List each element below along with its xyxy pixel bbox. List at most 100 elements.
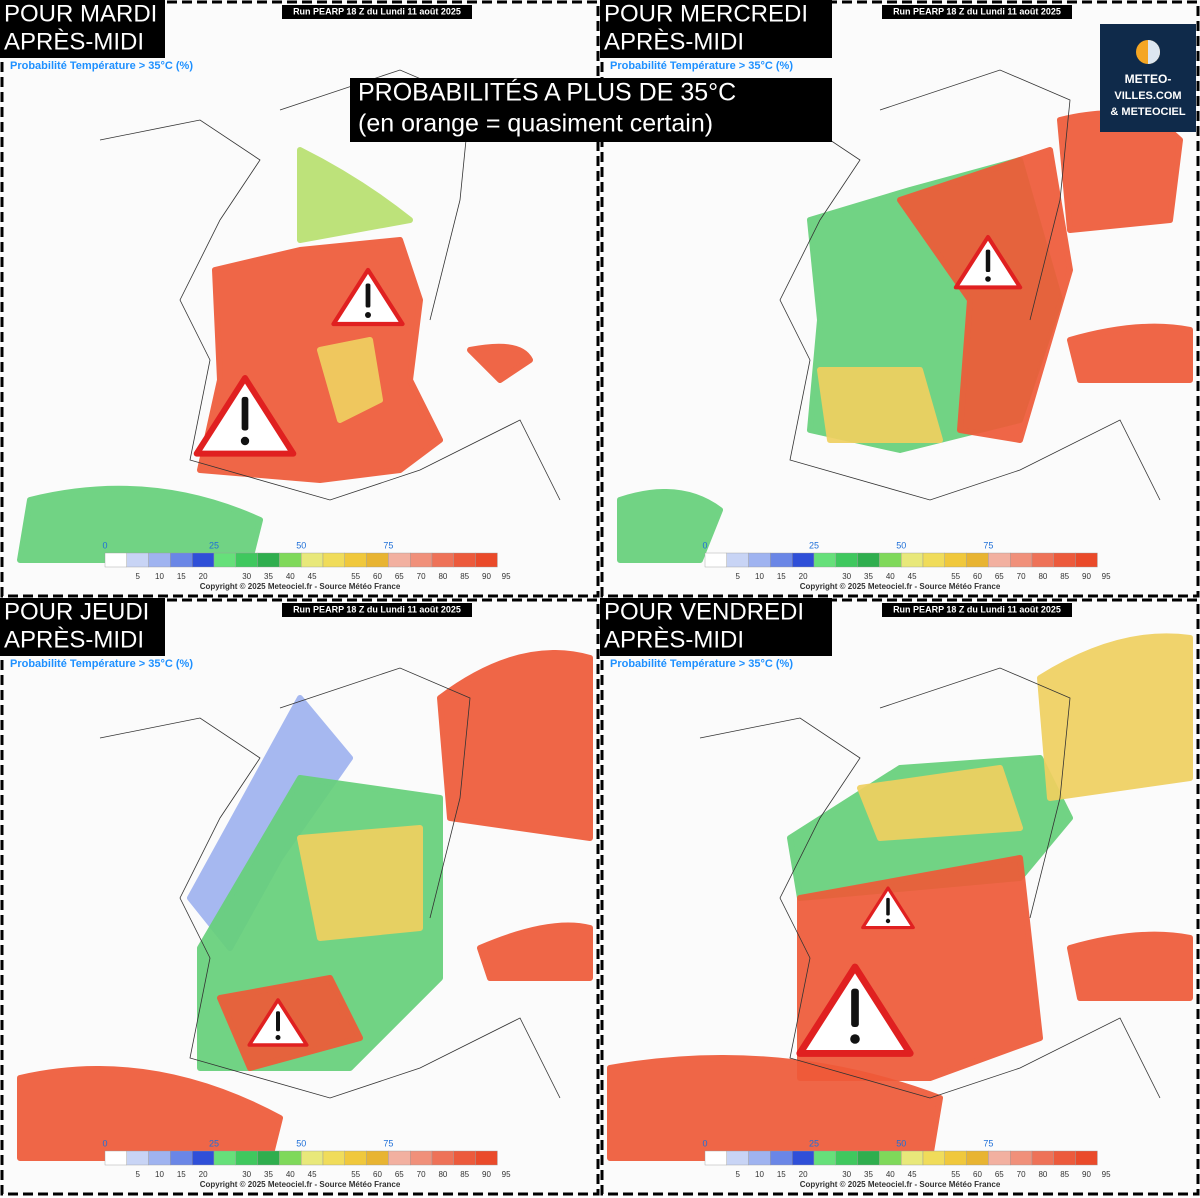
run-label: Run PEARP 18 Z du Lundi 11 août 2025 bbox=[893, 604, 1061, 614]
scale-major-label: 75 bbox=[983, 1138, 993, 1148]
colorbar-cell bbox=[322, 552, 345, 568]
scale-minor-label: 20 bbox=[799, 572, 808, 581]
colorbar-cell bbox=[770, 1150, 793, 1166]
colorbar-cell bbox=[813, 1150, 836, 1166]
colorbar-cell bbox=[1010, 552, 1033, 568]
colorbar-cell bbox=[879, 1150, 902, 1166]
scale-minor-label: 70 bbox=[1017, 1170, 1026, 1179]
colorbar-cell bbox=[901, 1150, 924, 1166]
scale-minor-label: 60 bbox=[373, 572, 382, 581]
colorbar-cell bbox=[453, 1150, 476, 1166]
scale-minor-label: 5 bbox=[735, 1170, 740, 1179]
scale-minor-label: 35 bbox=[264, 572, 273, 581]
scale-minor-label: 95 bbox=[502, 1170, 511, 1179]
scale-minor-label: 60 bbox=[973, 572, 982, 581]
warning-icon bbox=[796, 963, 914, 1057]
legend-title: Probabilité Température > 35°C (%) bbox=[10, 658, 193, 670]
colorbar-cell bbox=[988, 1150, 1011, 1166]
scale-major-label: 25 bbox=[209, 540, 219, 550]
colorbar-cell bbox=[944, 1150, 967, 1166]
scale-minor-label: 15 bbox=[177, 1170, 186, 1179]
run-label-box bbox=[282, 603, 472, 617]
scale-minor-label: 80 bbox=[1038, 572, 1047, 581]
scale-minor-label: 10 bbox=[755, 572, 764, 581]
logo-icon bbox=[1148, 40, 1160, 64]
scale-minor-label: 5 bbox=[135, 1170, 140, 1179]
scale-major-label: 0 bbox=[102, 1138, 107, 1148]
colorbar-cell bbox=[279, 1150, 302, 1166]
colorbar-cell bbox=[1053, 552, 1076, 568]
run-label: Run PEARP 18 Z du Lundi 11 août 2025 bbox=[293, 6, 461, 16]
colorbar-cell bbox=[901, 552, 924, 568]
scale-minor-label: 15 bbox=[777, 1170, 786, 1179]
colorbar-cell bbox=[813, 552, 836, 568]
map-panel: Run PEARP 18 Z du Lundi 11 août 2025 POUR… bbox=[600, 598, 1200, 1196]
colorbar-cell bbox=[966, 1150, 989, 1166]
warning-icon bbox=[331, 267, 405, 327]
scale-minor-label: 40 bbox=[886, 1170, 895, 1179]
colorbar-cell bbox=[704, 1150, 727, 1166]
scale-minor-label: 90 bbox=[1082, 572, 1091, 581]
colorbar-cell bbox=[388, 552, 411, 568]
day-label-box bbox=[0, 598, 165, 656]
scale-minor-label: 85 bbox=[460, 572, 469, 581]
scale-minor-label: 90 bbox=[482, 1170, 491, 1179]
colorbar-cell bbox=[148, 1150, 171, 1166]
probability-area bbox=[317, 337, 383, 423]
warning-mark bbox=[241, 396, 249, 431]
panel-border bbox=[0, 0, 600, 598]
colorbar-cell bbox=[366, 552, 389, 568]
colorbar-cell bbox=[148, 552, 171, 568]
scale-minor-label: 90 bbox=[1082, 1170, 1091, 1179]
day-label: POUR MARDI bbox=[4, 0, 157, 27]
colorbar-cell bbox=[857, 552, 880, 568]
copyright: Copyright © 2025 Meteociel.fr - Source M… bbox=[800, 1180, 1001, 1189]
colorbar-cell bbox=[748, 552, 771, 568]
colorbar-cell bbox=[791, 1150, 815, 1166]
scale-major-label: 25 bbox=[809, 540, 819, 550]
coastline bbox=[99, 667, 561, 1099]
warning-mark bbox=[886, 897, 890, 916]
warning-icon bbox=[861, 886, 915, 930]
colorbar-cell bbox=[322, 1150, 345, 1166]
colorbar-cell bbox=[104, 552, 127, 568]
colorbar-cell bbox=[1010, 1150, 1033, 1166]
scale-major-label: 0 bbox=[702, 1138, 707, 1148]
scale-minor-label: 55 bbox=[351, 572, 360, 581]
scale-minor-label: 60 bbox=[973, 1170, 982, 1179]
colorbar-cell bbox=[104, 1150, 127, 1166]
probability-area bbox=[617, 489, 723, 563]
warning-dot bbox=[985, 276, 991, 282]
probability-area bbox=[17, 485, 263, 563]
scale-minor-label: 40 bbox=[886, 572, 895, 581]
colorbar-cell bbox=[301, 1150, 324, 1166]
warning-dot bbox=[365, 312, 371, 318]
scale-major-label: 0 bbox=[702, 540, 707, 550]
scale-minor-label: 65 bbox=[395, 1170, 404, 1179]
run-label: Run PEARP 18 Z du Lundi 11 août 2025 bbox=[293, 604, 461, 614]
panel-border bbox=[600, 598, 1200, 1196]
colorbar-cell bbox=[922, 552, 945, 568]
colorbar-cell bbox=[366, 1150, 389, 1166]
warning-dot bbox=[275, 1035, 281, 1040]
scale-minor-label: 35 bbox=[864, 1170, 873, 1179]
scale-minor-label: 80 bbox=[1038, 1170, 1047, 1179]
colorbar-cell bbox=[170, 1150, 193, 1166]
day-label: POUR JEUDI bbox=[4, 598, 149, 625]
scale-minor-label: 45 bbox=[308, 572, 317, 581]
run-label-box bbox=[282, 5, 472, 19]
scale-minor-label: 70 bbox=[417, 1170, 426, 1179]
colorbar-cell bbox=[279, 552, 302, 568]
copyright: Copyright © 2025 Meteociel.fr - Source M… bbox=[200, 582, 401, 591]
title-line: PROBABILITÉS A PLUS DE 35°C bbox=[358, 78, 736, 107]
colorbar-cell bbox=[726, 552, 749, 568]
scale-minor-label: 95 bbox=[1102, 572, 1111, 581]
logo-text: METEO- bbox=[1125, 72, 1172, 86]
colorbar-cell bbox=[1075, 1150, 1098, 1166]
scale-minor-label: 20 bbox=[799, 1170, 808, 1179]
scale-minor-label: 45 bbox=[908, 572, 917, 581]
title-line: (en orange = quasiment certain) bbox=[358, 110, 713, 138]
run-label-box bbox=[882, 5, 1072, 19]
